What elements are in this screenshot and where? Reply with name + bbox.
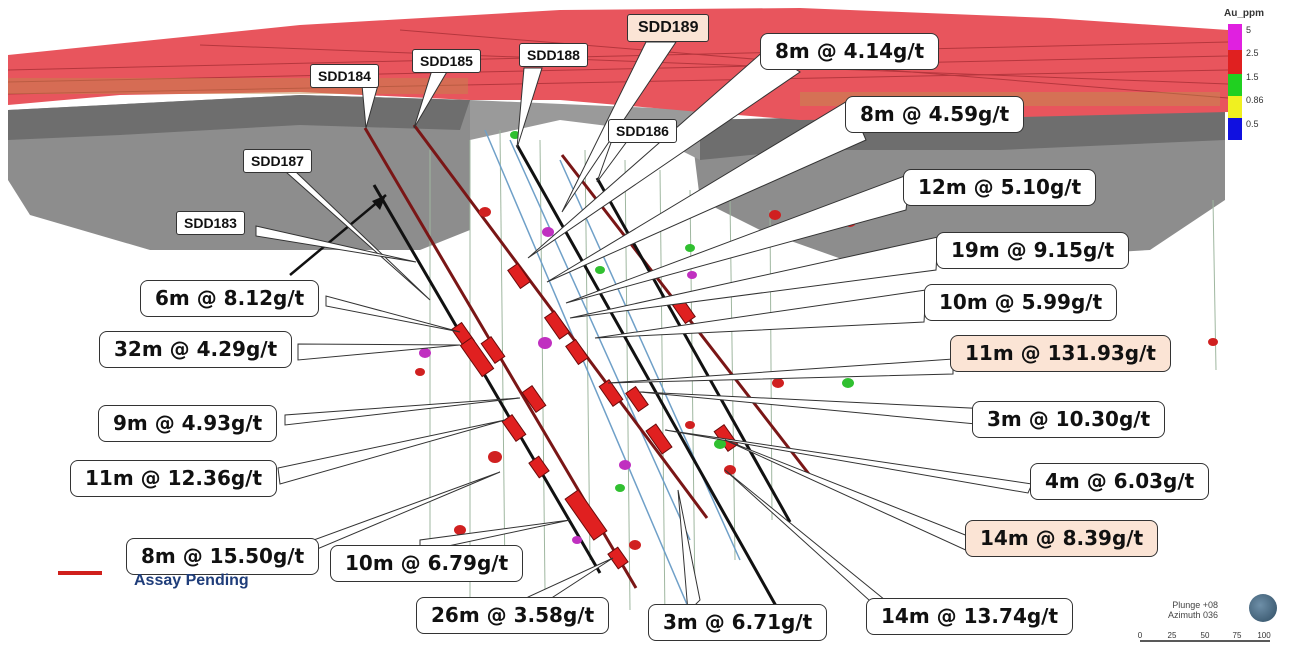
hole-label-sdd185: SDD185 <box>412 49 481 73</box>
callout-intercept: 8m @ 4.14g/t <box>760 33 940 70</box>
legend-title: Au_ppm <box>1224 8 1264 19</box>
legend-label: 0.86 <box>1246 95 1264 105</box>
callout-intercept: 6m @ 8.12g/t <box>140 280 320 317</box>
scale-tick-label: 50 <box>1201 631 1210 640</box>
hole-label-sdd187: SDD187 <box>243 149 312 173</box>
view-orientation: Plunge +08 Azimuth 036 <box>1168 600 1218 621</box>
pit-wall-left-shade <box>8 95 470 140</box>
scale-bar: 0 25 50 75 100 <box>1138 631 1271 642</box>
callout-intercept: 12m @ 5.10g/t <box>903 169 1097 206</box>
hole-label-sdd189: SDD189 <box>627 14 710 42</box>
legend-swatch <box>1228 24 1242 50</box>
compass-icon <box>1249 594 1277 622</box>
section-arrow-head <box>372 195 386 210</box>
legend-swatch <box>1228 74 1242 96</box>
callout-intercept: 14m @ 13.74g/t <box>866 598 1074 635</box>
callout-intercept: 3m @ 6.71g/t <box>648 604 828 641</box>
legend-swatch <box>1228 50 1242 74</box>
scale-tick-label: 0 <box>1138 631 1143 640</box>
callout-intercept-highlight: 11m @ 131.93g/t <box>950 335 1171 372</box>
callout-intercept-highlight: 14m @ 8.39g/t <box>965 520 1159 557</box>
assay-pending-label: Assay Pending <box>134 572 249 589</box>
hole-label-sdd184: SDD184 <box>310 64 379 88</box>
legend-label: 2.5 <box>1246 48 1259 58</box>
azimuth-text: Azimuth 036 <box>1168 610 1219 621</box>
callout-intercept: 3m @ 10.30g/t <box>972 401 1166 438</box>
plunge-text: Plunge +08 <box>1172 600 1219 610</box>
drillhole-sdd188 <box>515 144 787 623</box>
blue-drill-traces <box>484 129 741 636</box>
callout-intercept: 4m @ 6.03g/t <box>1030 463 1210 500</box>
callout-intercept: 8m @ 15.50g/t <box>126 538 320 575</box>
hole-label-sdd183: SDD183 <box>176 211 245 235</box>
callout-intercept: 9m @ 4.93g/t <box>98 405 278 442</box>
legend-swatch <box>1228 118 1242 140</box>
legend-label: 5 <box>1246 25 1252 35</box>
scale-tick-label: 75 <box>1233 631 1242 640</box>
drillhole-sdd187 <box>372 184 602 574</box>
callout-intercept: 32m @ 4.29g/t <box>99 331 293 368</box>
legend-label: 0.5 <box>1246 119 1259 129</box>
legend-swatch <box>1228 96 1242 118</box>
legend-label: 1.5 <box>1246 72 1259 82</box>
callout-intercept: 26m @ 3.58g/t <box>416 597 610 634</box>
callout-intercept: 8m @ 4.59g/t <box>845 96 1025 133</box>
section-arrow <box>289 194 387 276</box>
hole-label-sdd186: SDD186 <box>608 119 677 143</box>
callout-intercept: 10m @ 6.79g/t <box>330 545 524 582</box>
assay-pending-swatch <box>58 571 102 575</box>
intercept-intervals <box>451 262 739 570</box>
callout-intercept: 11m @ 12.36g/t <box>70 460 278 497</box>
hole-label-sdd188: SDD188 <box>519 43 588 67</box>
au-ppm-legend: 5 2.5 1.5 0.86 0.5 <box>1224 20 1280 160</box>
scale-tick-label: 100 <box>1257 631 1271 640</box>
callout-intercept: 19m @ 9.15g/t <box>936 232 1130 269</box>
surface-rim-speckle <box>8 78 468 94</box>
callout-intercept: 10m @ 5.99g/t <box>924 284 1118 321</box>
scale-tick-label: 25 <box>1168 631 1177 640</box>
